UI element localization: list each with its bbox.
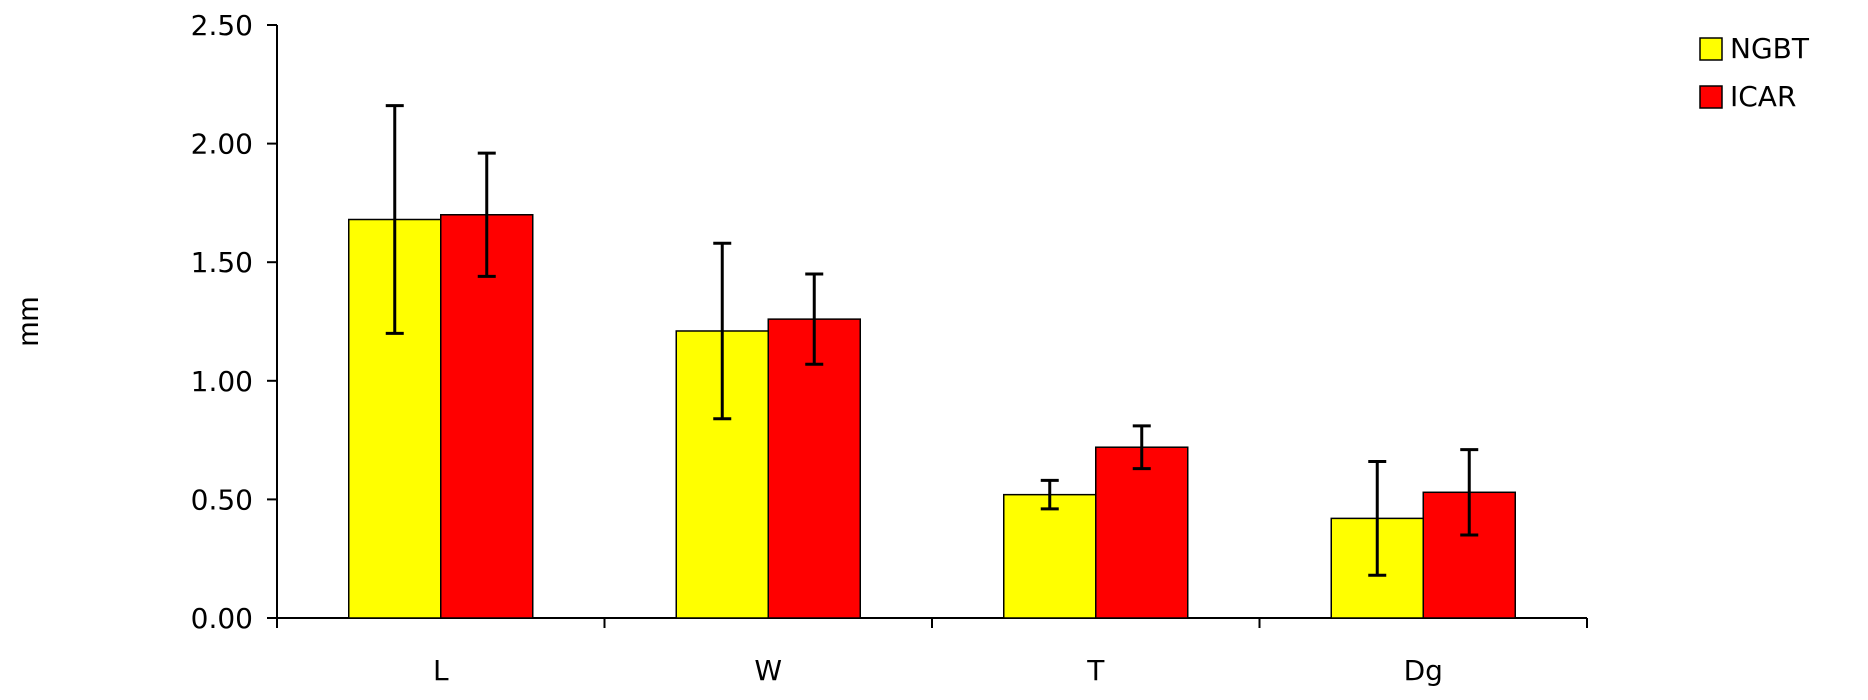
y-tick-label: 0.50 <box>191 483 253 516</box>
x-tick-label: W <box>754 654 782 687</box>
legend-label-ngbt: NGBT <box>1730 32 1810 65</box>
tick-labels: 0.00 0.50 1.00 1.50 2.00 2.50 L W T Dg <box>191 9 1443 687</box>
bar-icar-l <box>440 214 534 619</box>
y-axis-title: mm <box>12 297 45 347</box>
x-tick-label: T <box>1086 654 1105 687</box>
bar-icar-t <box>1095 446 1189 619</box>
y-tick-label: 2.00 <box>191 128 253 161</box>
legend-swatch-icar <box>1699 85 1723 109</box>
bar-icar-dg <box>1422 491 1516 619</box>
error-bars <box>385 104 1479 577</box>
bar-icar-w <box>767 318 861 619</box>
y-tick-label: 1.50 <box>191 246 253 279</box>
legend-swatch-ngbt <box>1699 37 1723 61</box>
bar-ngbt-t <box>1003 493 1097 619</box>
legend: NGBT ICAR <box>1699 32 1810 113</box>
y-tick-label: 2.50 <box>191 9 253 42</box>
legend-label-icar: ICAR <box>1730 80 1796 113</box>
y-tick-label: 0.00 <box>191 602 253 635</box>
y-tick-label: 1.00 <box>191 365 253 398</box>
x-tick-label: L <box>433 654 449 687</box>
x-tick-label: Dg <box>1404 654 1443 687</box>
bars <box>348 214 1516 619</box>
